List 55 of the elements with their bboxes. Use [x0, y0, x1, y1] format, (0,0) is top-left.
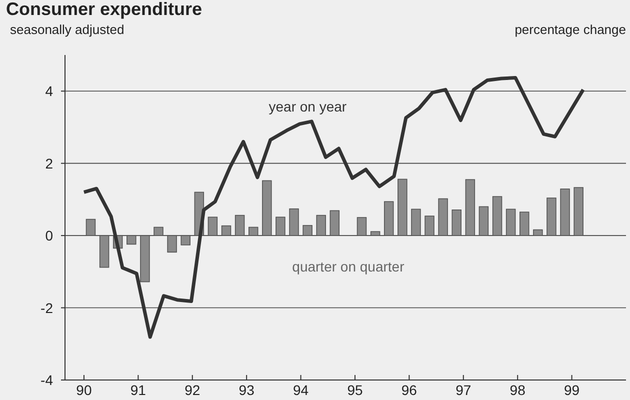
bar: [276, 216, 286, 236]
y-axis-title: percentage change: [514, 22, 626, 37]
bar: [248, 226, 258, 236]
bar: [154, 226, 164, 236]
chart-subtitle: seasonally adjusted: [10, 22, 124, 37]
x-tick-label: 94: [292, 382, 309, 398]
bar: [560, 188, 570, 236]
bar: [140, 235, 150, 282]
bar: [492, 196, 502, 236]
bar: [167, 235, 177, 253]
bar: [574, 187, 584, 236]
bar: [478, 206, 489, 236]
series-label: year on year: [268, 98, 347, 114]
bar: [262, 180, 272, 236]
y-tick-label: 0: [45, 228, 54, 244]
bar: [302, 225, 312, 236]
bar: [411, 208, 421, 236]
bar: [330, 210, 340, 236]
line-series: [82, 76, 585, 339]
bar: [424, 216, 434, 236]
bar: [180, 235, 190, 246]
bar: [221, 225, 232, 236]
bar: [234, 214, 245, 236]
bar: [398, 178, 408, 236]
bar: [533, 229, 543, 236]
x-tick-label: 92: [184, 382, 200, 398]
bar: [465, 179, 476, 236]
bar: [370, 231, 380, 236]
bar: [289, 208, 299, 236]
bar: [316, 214, 326, 236]
bar: [546, 198, 556, 236]
x-tick-label: 99: [564, 382, 580, 398]
y-tick-label: 2: [45, 155, 54, 172]
y-tick-label: -4: [40, 372, 54, 388]
x-tick-label: 97: [456, 382, 472, 398]
bar: [86, 218, 96, 236]
chart-title: Consumer expenditure: [6, 0, 202, 19]
bar: [99, 235, 110, 268]
bar: [384, 201, 394, 236]
bar: [506, 208, 516, 236]
x-tick-label: 93: [238, 382, 255, 398]
bar: [452, 210, 462, 236]
bar: [356, 217, 367, 236]
x-tick-label: 95: [347, 382, 363, 398]
x-tick-label: 96: [401, 382, 418, 398]
bar: [126, 235, 136, 245]
y-tick-label: -2: [40, 300, 54, 316]
x-tick-label: 90: [76, 382, 92, 398]
bar: [438, 198, 448, 236]
x-tick-label: 91: [130, 382, 146, 398]
series-label: quarter on quarter: [292, 258, 405, 275]
bar: [520, 212, 530, 236]
y-tick-label: 4: [45, 83, 54, 100]
x-tick-label: 98: [510, 382, 526, 398]
bar: [208, 216, 218, 236]
